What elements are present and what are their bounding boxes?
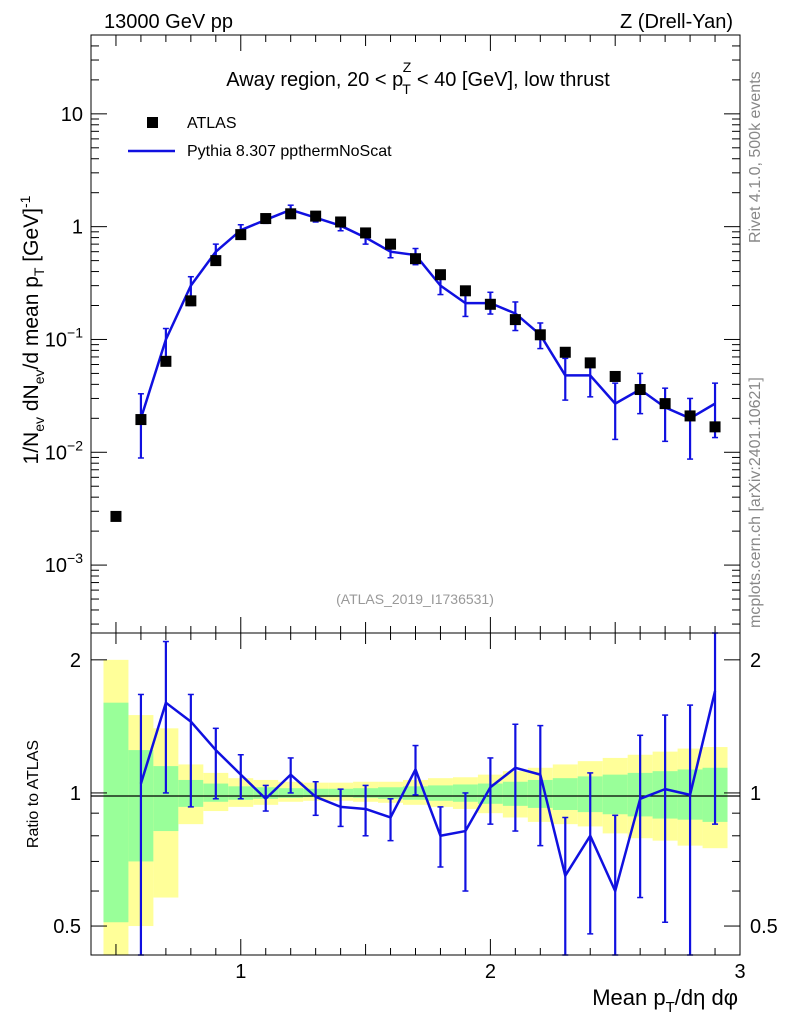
- atlas-data-point: [559, 346, 571, 358]
- atlas-data-point: [410, 253, 421, 265]
- atlas-data-point: [509, 314, 521, 326]
- ratio-band-green: [602, 774, 628, 815]
- atlas-data-point: [634, 384, 646, 396]
- main-ytick-label: 10−2: [45, 437, 83, 464]
- ratio-band-green: [103, 702, 129, 923]
- ylabel-p1: 1/N: [20, 432, 43, 465]
- chart-title: Away region, 20 < pTZ < 40 [GeV], low th…: [226, 59, 610, 97]
- title-post: < 40 [GeV], low thrust: [411, 69, 610, 91]
- ratio-ytick-label-left: 2: [70, 650, 81, 672]
- atlas-data-point: [360, 227, 372, 239]
- atlas-data-point: [310, 210, 322, 222]
- xlabel-p1: Mean p: [592, 985, 665, 1010]
- ylabel-p4: ev: [31, 369, 47, 384]
- ratio-ytick-label-left: 0.5: [53, 916, 81, 938]
- mc-line: [139, 208, 716, 420]
- ratio-line: [139, 690, 717, 893]
- ylabel-p3: dN: [20, 384, 43, 417]
- ratio-ytick-label-right: 2: [750, 650, 761, 672]
- ratio-ytick-label-right: 0.5: [750, 916, 778, 938]
- atlas-data-point: [684, 410, 696, 422]
- atlas-data-point: [709, 421, 721, 433]
- ratio-ytick-label-left: 1: [70, 783, 81, 805]
- header-right: Z (Drell-Yan): [620, 11, 733, 33]
- title-pre: Away region, 20 < p: [226, 69, 403, 91]
- atlas-data-point: [609, 370, 621, 382]
- ratio-band-green: [552, 778, 578, 810]
- atlas-data-point: [185, 295, 197, 307]
- main-panel: (ATLAS_2019_I1736531) 10 1 10−1 10−2 10−3 Aw…: [17, 34, 741, 634]
- x-axis-label: Mean pT/dη dφ: [592, 985, 738, 1016]
- legend-pythia-label: Pythia 8.307 ppthermNoScat: [187, 143, 392, 160]
- title-sup: Z: [403, 59, 412, 75]
- ratio-ytick-label-right: 1: [750, 783, 761, 805]
- ylabel-p7: [GeV]: [20, 208, 43, 268]
- atlas-data-point: [135, 414, 147, 426]
- atlas-data-point: [659, 398, 671, 410]
- ratio-xtick-label: 3: [734, 961, 745, 983]
- main-series: [110, 204, 721, 522]
- atlas-data-point: [335, 216, 347, 228]
- main-ytick-label: 10: [61, 104, 83, 126]
- ratio-xtick-label: 2: [485, 961, 496, 983]
- main-ytick-label: 1: [72, 217, 83, 239]
- atlas-data-point: [385, 238, 397, 250]
- header-left: 13000 GeV pp: [104, 11, 233, 33]
- xlabel-p2: T: [666, 999, 675, 1016]
- atlas-data-point: [160, 355, 172, 367]
- main-ytick-label: 10−3: [45, 550, 83, 577]
- ratio-band-green: [378, 787, 404, 799]
- main-ytick-label: 10−1: [45, 324, 83, 351]
- ylabel-p8: -1: [17, 195, 33, 208]
- atlas-data-point: [459, 285, 471, 297]
- ratio-ylabel: Ratio to ATLAS: [25, 740, 42, 848]
- atlas-data-point: [584, 357, 596, 369]
- rivet-label: Rivet 4.1.0, 500k events: [747, 71, 764, 243]
- xlabel-p3: /dη dφ: [675, 985, 738, 1010]
- ylabel-p6: T: [31, 267, 47, 276]
- watermark: (ATLAS_2019_I1736531): [336, 591, 494, 607]
- ratio-bands: [103, 659, 728, 955]
- mcplots-label: mcplots.cern.ch [arXiv:2401.10621]: [747, 377, 764, 628]
- atlas-data-point: [110, 510, 122, 522]
- main-y-axis: 10 1 10−1 10−2 10−3: [45, 34, 740, 625]
- legend-atlas-marker: [147, 117, 158, 128]
- atlas-data-point: [235, 229, 247, 241]
- ratio-panel: 0.5 0.5 1 1 2 2 1 2 3 Ratio to ATLAS Mean pT/dη…: [25, 632, 778, 1016]
- ratio-series: [137, 632, 719, 956]
- atlas-data-point: [534, 329, 546, 341]
- atlas-data-point: [434, 269, 446, 281]
- main-ylabel: 1/Nev dNev/d mean pT [GeV]-1: [17, 195, 47, 464]
- title-sub: T: [402, 81, 411, 97]
- atlas-data-point: [484, 298, 496, 310]
- legend: ATLAS Pythia 8.307 ppthermNoScat: [128, 115, 392, 160]
- ylabel-p5: /d mean p: [20, 276, 43, 369]
- ylabel-p2: ev: [31, 417, 47, 432]
- legend-atlas-label: ATLAS: [187, 115, 237, 132]
- atlas-data-point: [285, 208, 297, 220]
- atlas-data-point: [260, 213, 272, 225]
- ratio-frame: [90, 632, 741, 956]
- ratio-band-green: [427, 785, 453, 801]
- ratio-xtick-label: 1: [235, 961, 246, 983]
- atlas-data-point: [210, 255, 222, 267]
- ratio-y-axis: 0.5 0.5 1 1 2 2: [53, 650, 778, 938]
